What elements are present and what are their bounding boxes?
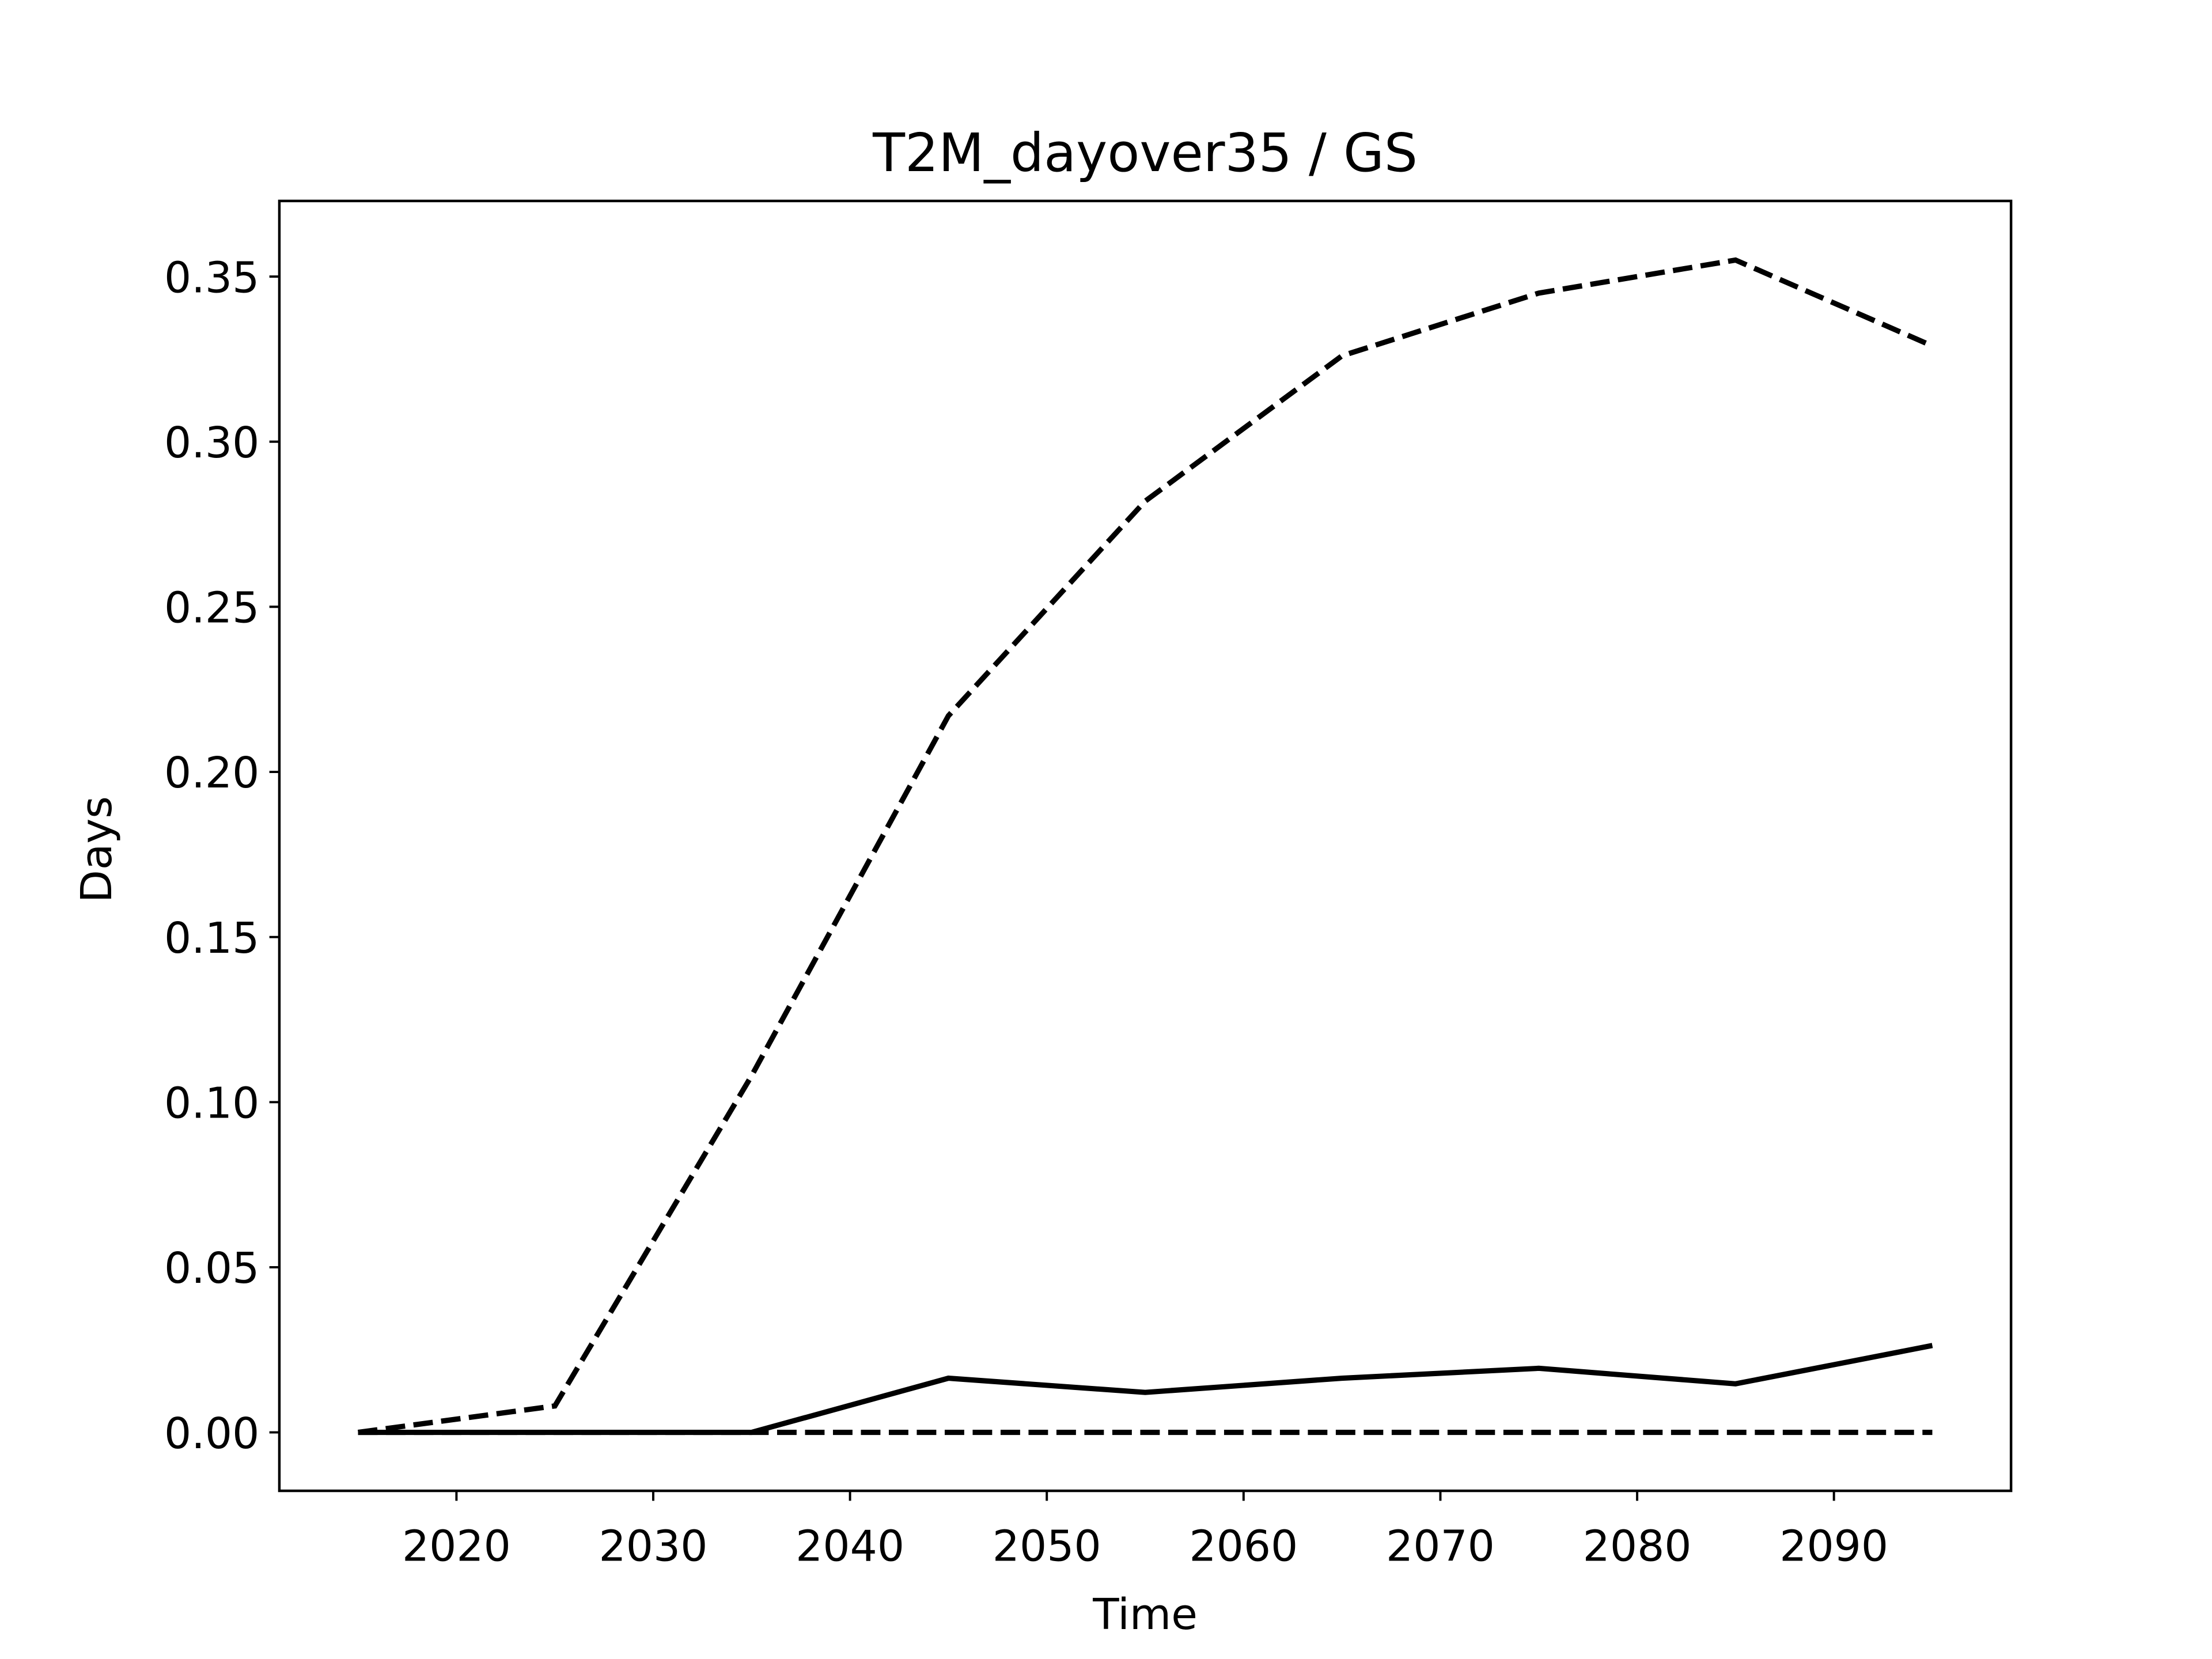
y-tick-label: 0.35: [164, 252, 259, 302]
x-tick-label: 2080: [1583, 1521, 1692, 1571]
x-tick-label: 2040: [796, 1521, 904, 1571]
y-tick-label: 0.15: [164, 913, 259, 963]
x-tick-label: 2060: [1189, 1521, 1298, 1571]
x-tick-label: 2030: [599, 1521, 708, 1571]
y-tick-label: 0.05: [164, 1243, 259, 1293]
y-tick-label: 0.10: [164, 1078, 259, 1128]
x-tick-label: 2070: [1386, 1521, 1495, 1571]
line-series: [357, 257, 1934, 1435]
x-tick-label: 2020: [402, 1521, 511, 1571]
plot-frame: [278, 199, 2013, 1493]
y-tick-label: 0.25: [164, 583, 259, 633]
x-tick-label: 2090: [1779, 1521, 1888, 1571]
y-tick-label: 0.00: [164, 1408, 259, 1459]
chart-title: T2M_dayover35 / GS: [872, 122, 1418, 184]
y-tick-label: 0.30: [164, 418, 259, 468]
x-tick-label: 2050: [993, 1521, 1101, 1571]
x-axis-label: Time: [1092, 1589, 1198, 1639]
y-tick-label: 0.20: [164, 748, 259, 798]
y-axis-label: Days: [71, 796, 122, 903]
